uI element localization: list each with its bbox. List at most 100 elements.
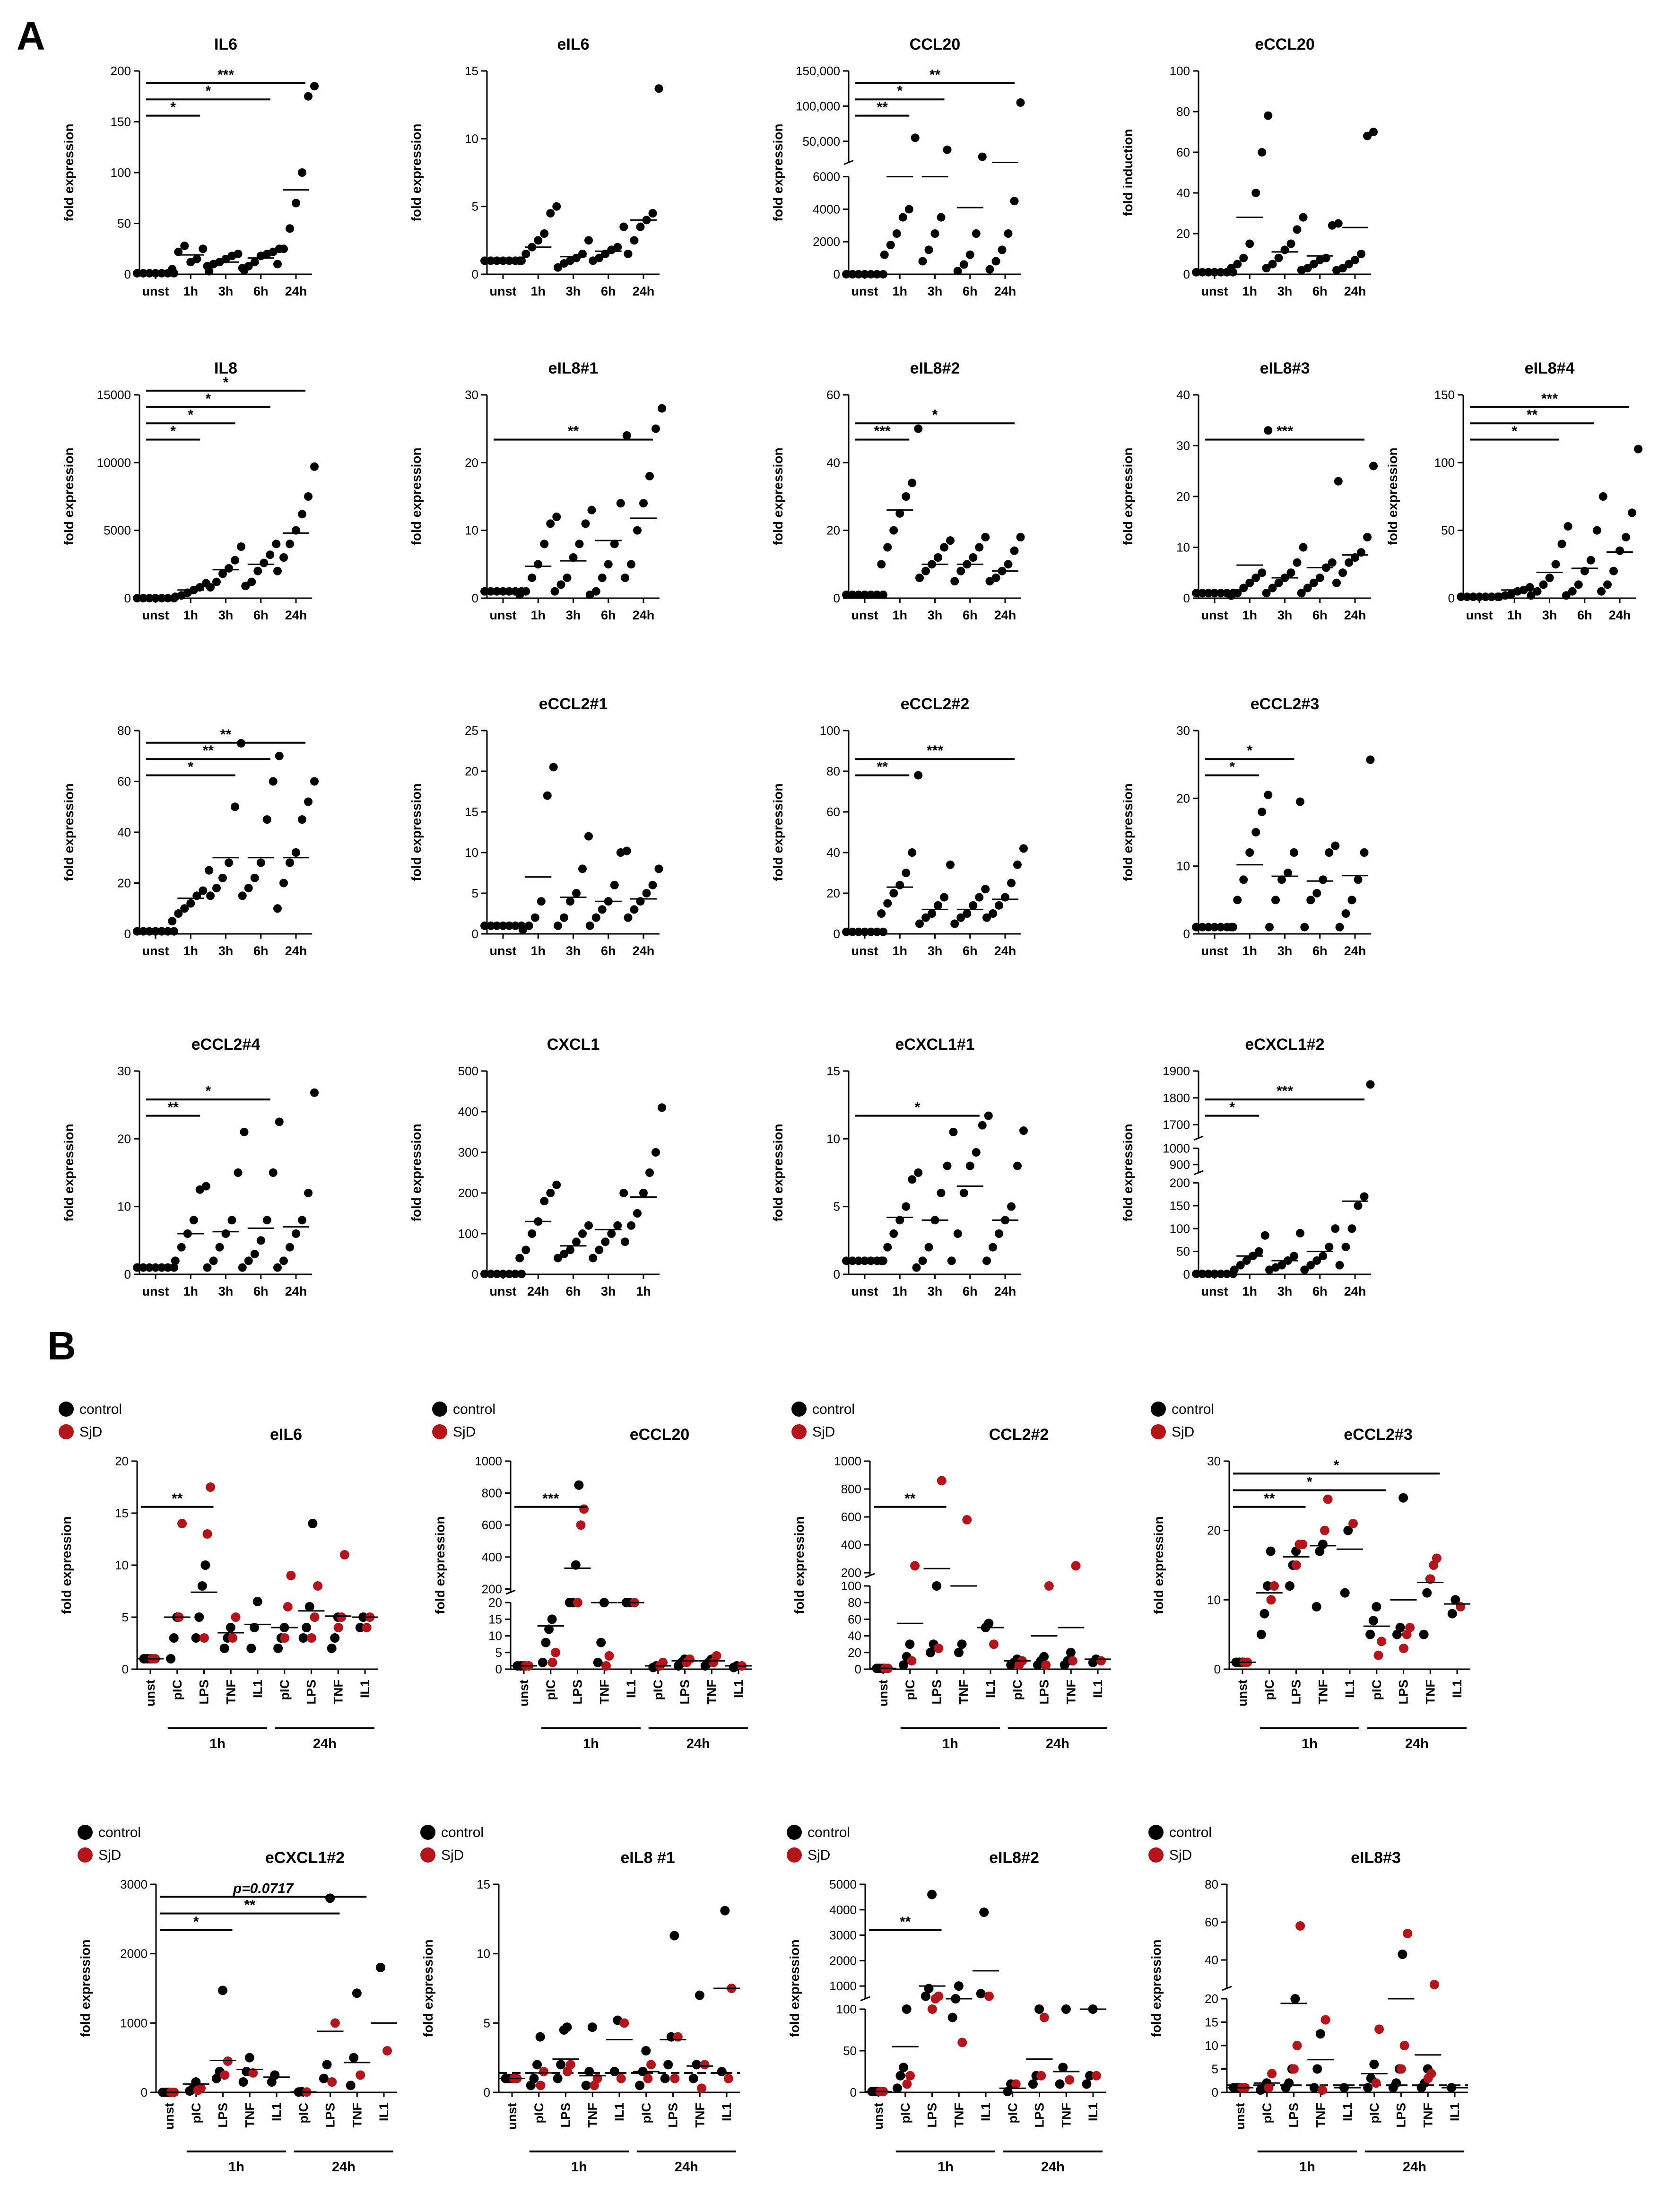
data-point (1004, 560, 1013, 569)
chart-title: eCCL20 (630, 1426, 690, 1444)
significance-label: * (170, 100, 176, 115)
sjd-point (579, 1504, 589, 1514)
control-point (1398, 1950, 1407, 1959)
data-point (1264, 111, 1273, 120)
data-point (304, 1189, 313, 1197)
data-point (1303, 583, 1312, 592)
data-point (231, 556, 239, 565)
data-point (943, 1161, 952, 1170)
y-tick-label: 5 (122, 1610, 129, 1624)
group-label: 1h (938, 2160, 954, 2175)
control-point (270, 2070, 280, 2080)
data-point (934, 553, 942, 562)
chart-title: eCXCL1#2 (1245, 1036, 1324, 1054)
x-tick-label: IL1 (377, 2103, 391, 2121)
y-axis-label: fold expression (1121, 1124, 1135, 1222)
data-point (186, 899, 195, 908)
y-tick-label: 200 (841, 1566, 861, 1580)
y-axis-label: fold expression (409, 448, 424, 546)
sjd-point (202, 1529, 212, 1539)
x-tick-label: TNF (956, 1680, 971, 1704)
y-tick-label: 100 (458, 1227, 478, 1241)
x-tick-label: 6h (1312, 284, 1328, 298)
legend-sjd-marker (1148, 1847, 1164, 1863)
data-point (170, 1263, 178, 1272)
data-point (1296, 1228, 1304, 1237)
data-point (1013, 860, 1022, 869)
control-point (330, 1633, 340, 1643)
data-point (1268, 583, 1277, 592)
data-point (1192, 268, 1200, 277)
x-tick-label: 1h (530, 608, 546, 622)
data-point (595, 1245, 604, 1254)
data-point (965, 250, 974, 259)
y-tick-label: 10 (1176, 859, 1190, 873)
data-point (1574, 580, 1583, 589)
x-tick-label: 3h (218, 944, 234, 958)
sjd-point (1348, 1519, 1358, 1528)
data-point (231, 802, 239, 811)
control-point (250, 1623, 259, 1632)
x-tick-label: unst (490, 608, 517, 622)
significance-label: ** (904, 1491, 916, 1507)
x-tick-label: 3h (928, 944, 943, 958)
data-point (554, 263, 562, 272)
data-point (552, 1180, 561, 1189)
data-point (1309, 578, 1318, 587)
x-tick-label: IL1 (979, 2103, 993, 2121)
group-label: 24h (1046, 1736, 1069, 1751)
chart-title: eIL6 (557, 35, 589, 53)
y-tick-label: 10 (826, 1132, 840, 1146)
data-point (256, 858, 265, 867)
data-point (310, 777, 319, 786)
data-point (1360, 1192, 1369, 1201)
y-tick-label: 80 (848, 1595, 861, 1610)
axis-break-mark (1222, 1986, 1232, 1991)
data-point (569, 553, 578, 562)
x-tick-label: 3h (1542, 608, 1557, 622)
control-point (924, 1984, 934, 1994)
data-point (218, 569, 227, 578)
control-point (538, 1657, 547, 1667)
y-tick-label: 40 (848, 1629, 861, 1643)
sjd-point (1371, 2078, 1381, 2088)
x-tick-label: 6h (601, 284, 616, 298)
data-point (269, 777, 278, 786)
x-tick-label: LPS (1289, 1680, 1303, 1705)
data-point (898, 213, 907, 222)
data-point (286, 224, 294, 233)
legend-control-label: control (1169, 1825, 1212, 1840)
data-point (480, 256, 489, 265)
chart-title: eCXCL1#2 (265, 1849, 345, 1867)
x-tick-label: 6h (963, 944, 978, 958)
data-point (1251, 828, 1260, 836)
data-point (619, 1189, 628, 1197)
chart-17: eCXCL1#2 fold expression 0 50 100 150 200 900 10… (1121, 1036, 1375, 1298)
control-point (327, 1644, 337, 1653)
significance-label: * (206, 1083, 211, 1099)
data-point (552, 202, 561, 211)
significance-label: ** (203, 743, 214, 758)
sjd-point (696, 2083, 706, 2093)
chart-7: eIL8#2 fold expression 0 20 40 60 unst 1h 3h 6h 24… (771, 359, 1025, 622)
data-point (1271, 896, 1280, 905)
control-point (355, 1623, 365, 1632)
x-tick-label: TNF (693, 2103, 707, 2127)
y-tick-label: 0 (834, 1267, 840, 1281)
x-tick-label: 6h (963, 284, 978, 298)
data-point (1264, 426, 1273, 435)
panel-label-a: A (17, 14, 45, 58)
data-point (279, 1256, 288, 1265)
y-axis-label: fold expression (78, 1940, 93, 2038)
data-point (1334, 219, 1343, 228)
data-point (918, 257, 927, 266)
data-point (534, 560, 543, 569)
y-axis-label: fold expression (771, 448, 785, 546)
sjd-point (573, 1598, 582, 1608)
data-point (203, 1263, 212, 1272)
x-tick-label: 3h (1277, 1284, 1293, 1298)
data-point (610, 540, 619, 549)
data-point (972, 1148, 981, 1157)
data-point (1239, 583, 1248, 592)
control-point (273, 1644, 283, 1653)
